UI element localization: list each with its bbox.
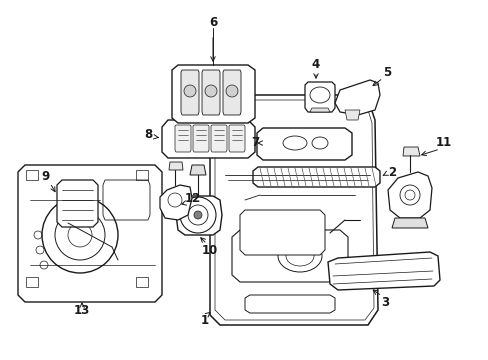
Polygon shape [257,128,351,160]
Polygon shape [181,70,199,115]
Polygon shape [223,70,241,115]
Polygon shape [327,252,439,290]
Ellipse shape [68,223,92,247]
Ellipse shape [309,87,329,103]
Polygon shape [176,196,222,235]
Polygon shape [309,108,329,112]
Polygon shape [231,230,347,282]
Ellipse shape [55,210,105,260]
Text: 9: 9 [41,171,49,184]
Text: 12: 12 [184,192,201,204]
Polygon shape [305,82,334,112]
Polygon shape [202,70,220,115]
Text: 13: 13 [74,303,90,316]
Bar [136,277,148,287]
Polygon shape [57,180,98,227]
Polygon shape [252,167,379,187]
Polygon shape [402,147,419,156]
Text: 11: 11 [435,136,451,149]
Ellipse shape [187,205,207,225]
Bar [26,277,38,287]
Polygon shape [210,125,226,152]
Text: 2: 2 [387,166,395,179]
Polygon shape [334,80,379,115]
Polygon shape [391,218,427,228]
Ellipse shape [311,137,327,149]
Text: 6: 6 [208,15,217,28]
Polygon shape [160,185,192,220]
Ellipse shape [283,136,306,150]
Text: 5: 5 [382,66,390,78]
Polygon shape [228,125,244,152]
Bar [136,170,148,180]
Polygon shape [172,65,254,123]
Text: 4: 4 [311,58,320,72]
Ellipse shape [225,85,238,97]
Ellipse shape [194,211,202,219]
Polygon shape [162,120,254,158]
Polygon shape [345,110,359,120]
Text: 7: 7 [250,136,259,149]
Polygon shape [209,95,377,325]
Ellipse shape [285,246,313,266]
Polygon shape [175,125,191,152]
Text: 3: 3 [380,296,388,309]
Ellipse shape [204,85,217,97]
Ellipse shape [180,197,216,233]
Text: 10: 10 [202,243,218,256]
Polygon shape [387,172,431,218]
Polygon shape [169,162,183,170]
Ellipse shape [278,240,321,272]
Text: 8: 8 [143,129,152,141]
Polygon shape [18,165,162,302]
Bar [26,170,38,180]
Polygon shape [190,165,205,175]
Ellipse shape [183,85,196,97]
Polygon shape [193,125,208,152]
Text: 1: 1 [201,314,209,327]
Ellipse shape [42,197,118,273]
Polygon shape [240,210,325,255]
